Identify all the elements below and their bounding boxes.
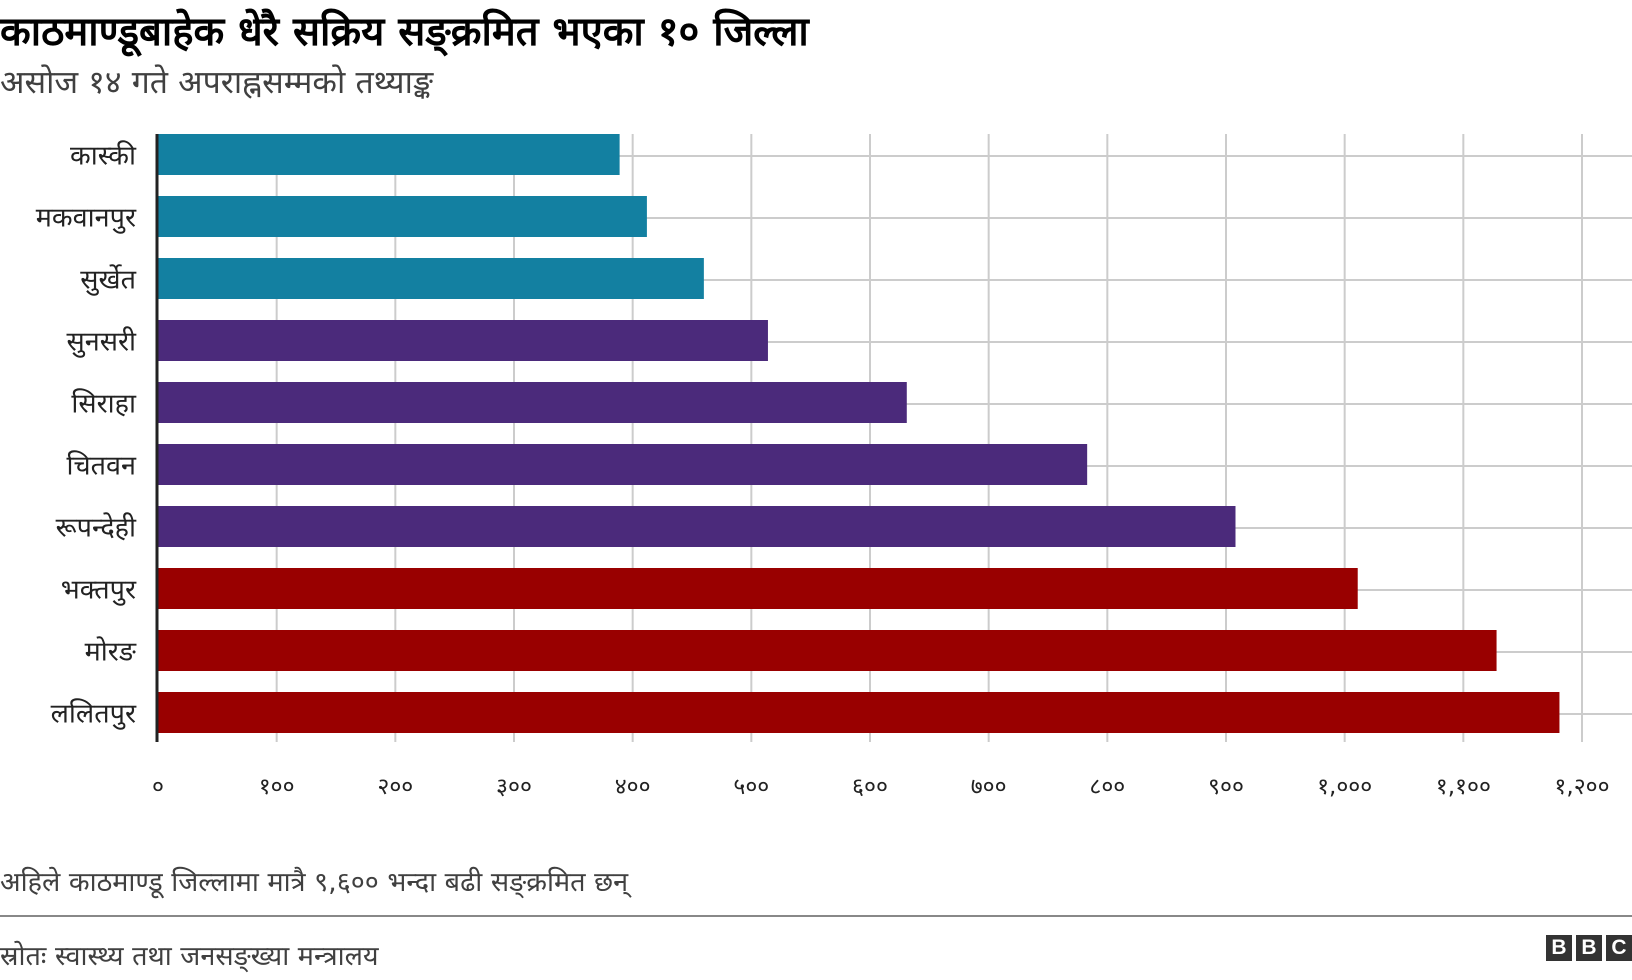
category-labels: कास्की मकवानपुर सुर्खेत सुनसरी सिराहा चितवन रू… [36, 140, 137, 731]
x-tick-label: ० [152, 774, 164, 800]
bar [158, 382, 907, 423]
logo-letter-b2: B [1576, 935, 1602, 961]
logo-letter-b1: B [1546, 935, 1572, 961]
category-label: चितवन [66, 450, 137, 482]
x-tick-labels: ० १०० २०० ३०० ४०० ५०० ६०० ७०० ८०० ९०० १,००० १,१०० १,… [152, 774, 1610, 800]
category-label: सुनसरी [66, 326, 137, 359]
x-tick-label: १,२०० [1554, 774, 1609, 800]
chart-note: अहिले काठमाण्डू जिल्लामा मात्रै ९,६०० भन… [0, 867, 629, 898]
bar [158, 258, 704, 299]
x-tick-label: ४०० [615, 774, 651, 800]
chart-title: काठमाण्डूबाहेक धेरै सक्रिय सङ्क्रमित भएक… [0, 9, 809, 55]
category-label: भक्तपुर [61, 575, 137, 607]
bar [158, 134, 620, 175]
bar [158, 196, 647, 237]
category-label: कास्की [70, 140, 137, 172]
x-tick-label: ८०० [1089, 774, 1125, 800]
bbc-logo: B B C [1546, 935, 1632, 961]
x-tick-label: ७०० [971, 774, 1007, 800]
bars [158, 134, 1560, 733]
logo-letter-c: C [1606, 935, 1632, 961]
bar [158, 320, 768, 361]
x-tick-label: ६०० [852, 774, 888, 800]
bar [158, 692, 1560, 733]
category-label: मोरङ [85, 636, 137, 668]
bar [158, 444, 1088, 485]
x-tick-label: ९०० [1208, 774, 1244, 800]
footer-divider [0, 915, 1632, 917]
category-label: सुर्खेत [80, 264, 136, 297]
bar [158, 568, 1358, 609]
source-text: स्रोतः स्वास्थ्य तथा जनसङ्ख्या मन्त्रालय [0, 941, 379, 972]
category-label: रूपन्देही [56, 512, 137, 544]
bar-chart: कास्की मकवानपुर सुर्खेत सुनसरी सिराहा चितवन रू… [36, 134, 1632, 800]
category-label: सिराहा [71, 388, 137, 420]
x-tick-label: १,००० [1317, 774, 1372, 800]
x-tick-label: १०० [259, 774, 295, 800]
category-label: ललितपुर [51, 698, 137, 731]
x-tick-label: २०० [377, 774, 413, 800]
x-tick-label: १,१०० [1436, 774, 1491, 800]
chart-subtitle: असोज १४ गते अपराह्नसम्मको तथ्याङ्क [0, 63, 434, 101]
bar [158, 506, 1236, 547]
category-label: मकवानपुर [36, 203, 137, 235]
bar [158, 630, 1497, 671]
x-tick-label: ३०० [496, 774, 532, 800]
x-tick-label: ५०० [733, 774, 769, 800]
